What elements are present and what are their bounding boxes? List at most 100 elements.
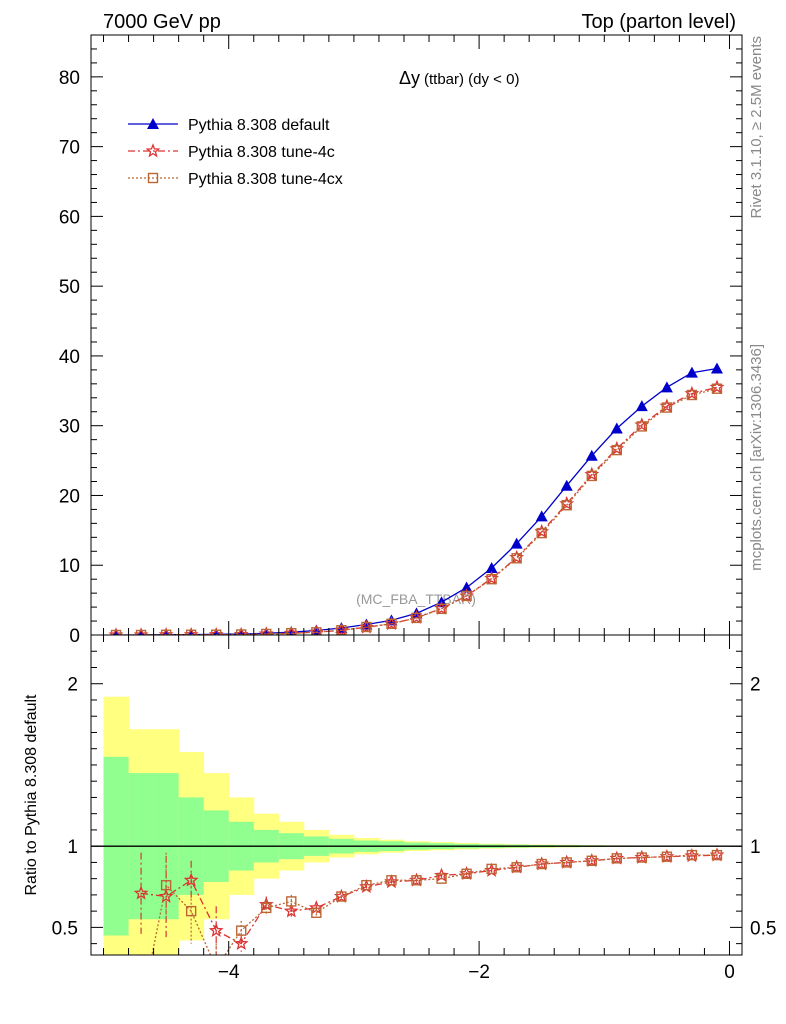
data-point [486,573,497,585]
legend-label: Pythia 8.308 tune-4c [188,144,335,161]
legend-label: Pythia 8.308 tune-4cx [188,171,343,188]
mcplots-label: mcplots.cern.ch [arXiv:1306.3436] [748,344,765,571]
rivet-label: Rivet 3.1.10, ≥ 2.5M events [748,36,765,219]
ratio-point [511,862,522,873]
ratio-ytick-label: 0.5 [52,918,78,939]
data-point [135,629,147,635]
ratio-ytick-label-right: 1 [750,837,761,858]
xtick-label: 0 [724,962,735,983]
header-right: Top (parton level) [581,11,736,33]
ratio-point [361,879,372,891]
data-point [535,510,548,522]
data-point [511,553,522,564]
data-point [561,500,572,511]
data-point [710,362,723,374]
data-point [510,537,523,549]
ratio-frame [90,634,743,956]
data-point [485,562,498,574]
xtick-label: −2 [468,962,490,983]
legend-marker [145,143,161,158]
data-point [536,527,547,539]
data-point [110,629,122,635]
ratio-line [151,854,717,955]
ratio-point [436,873,447,884]
ratio-point [133,885,149,900]
data-point [386,618,397,630]
data-point [586,470,597,482]
xtick-label: −4 [218,962,240,983]
ytick-label: 10 [59,556,80,577]
ratio-point [486,863,497,875]
plot-title-sub: (ttbar) (dy < 0) [424,71,519,88]
ratio-point [286,896,297,907]
data-point [635,400,648,412]
data-point [261,628,272,635]
ratio-point [236,925,247,936]
ytick-label: 0 [69,626,80,647]
data-point [311,627,322,635]
ratio-point [283,903,299,918]
data-point [661,402,673,413]
ratio-point [611,853,623,864]
ratio-ytick-label-right: 2 [750,675,761,696]
ratio-point [386,875,397,886]
header-left: 7000 GeV pp [103,11,221,33]
ratio-ytick-label: 1 [67,837,78,858]
data-point [187,628,195,635]
ytick-label: 80 [59,68,80,89]
legend-marker [147,118,159,129]
data-point [361,621,372,633]
legend-label: Pythia 8.308 default [188,117,330,134]
ratio-point [711,849,723,861]
legend: Pythia 8.308 default Pythia 8.308 tune-4c… [128,117,343,188]
ytick-label: 70 [59,138,80,159]
ratio-point [536,858,547,870]
data-point [660,381,673,393]
ytick-label: 20 [59,486,80,507]
ytick-label: 30 [59,417,80,438]
data-point [262,627,271,635]
data-point [585,449,598,461]
ytick-label: 40 [59,347,80,368]
data-point [411,612,422,624]
ratio-point [137,1004,146,1013]
ratio-panel: 0.5 0.5 1 1 2 2 −4 −2 0 Ratio to Pythia 8.308 de… [23,634,776,1013]
data-point [560,479,573,491]
ratio-point [158,888,174,903]
ratio-ytick-label: 2 [67,675,78,696]
data-point [286,627,297,635]
data-point [610,422,623,434]
data-point [685,366,698,378]
main-panel: Δy (ttbar) (dy < 0) (MC_FBA_TTBAR) 0 10 20… [59,34,743,647]
ratio-point [261,902,272,914]
ratio-point [561,857,572,868]
ratio-ylabel: Ratio to Pythia 8.308 default [23,694,40,896]
data-point [212,628,220,635]
data-point [611,444,623,456]
analysis-watermark: (MC_FBA_TTBAR) [356,591,476,607]
ratio-point [336,891,347,902]
data-point [711,383,723,394]
data-point [460,581,473,593]
ratio-point [636,852,648,863]
ratio-ytick-label-right: 0.5 [750,918,776,939]
data-point [237,627,246,635]
ratio-point [411,875,422,886]
ratio-point [160,879,172,891]
data-point [162,628,170,635]
data-point [461,590,472,602]
legend-marker [147,172,159,184]
ratio-point [661,851,673,862]
data-point [686,389,698,401]
plot-title-main: Δy [399,68,420,88]
ratio-point [461,868,472,879]
data-point [436,603,447,615]
ratio-point [208,922,224,937]
data-point [636,421,648,432]
ratio-point [185,905,197,917]
ratio-point [233,935,249,950]
ratio-point [311,907,322,918]
ytick-label: 50 [59,277,80,298]
ytick-label: 60 [59,207,80,228]
